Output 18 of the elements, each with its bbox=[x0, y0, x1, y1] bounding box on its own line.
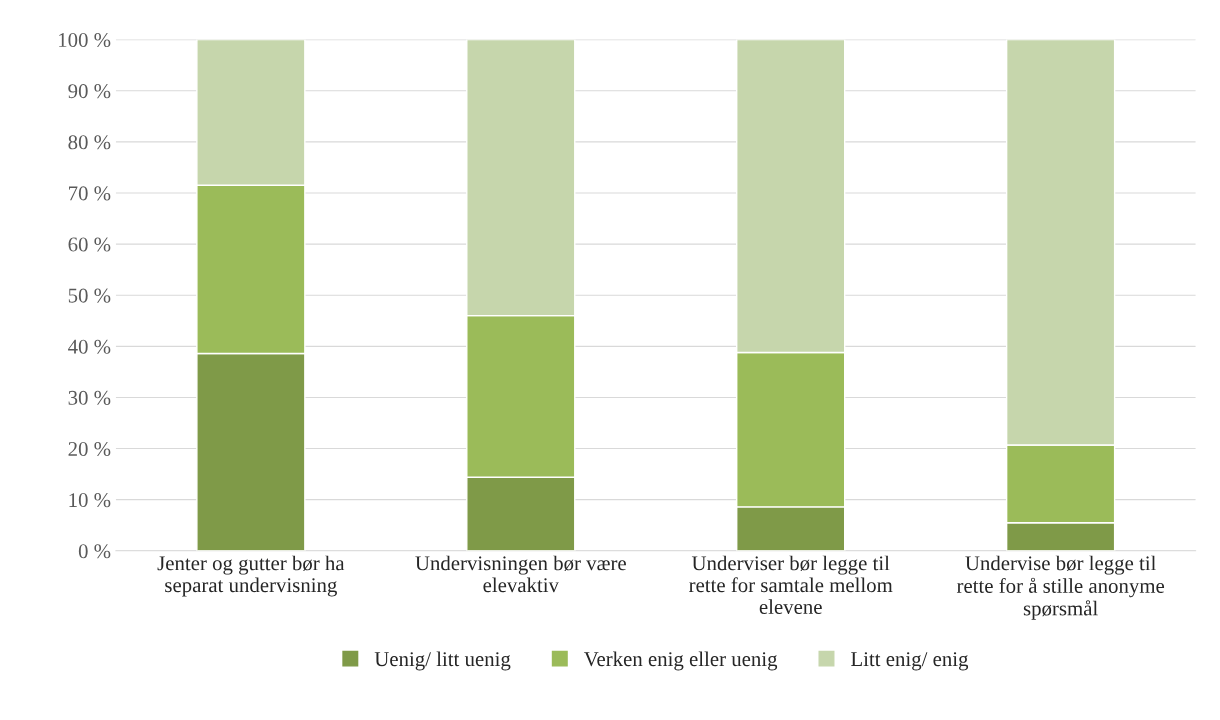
y-tick-label: 90 % bbox=[68, 84, 111, 99]
x-tick-label: Underviser bør legge til rette for samtale mellom elevene bbox=[689, 555, 893, 614]
x-tick-label: Jenter og gutter bør ha separat undervisning bbox=[157, 555, 345, 597]
legend-label: Verken enig eller uenig bbox=[583, 651, 778, 671]
y-tick-label: 20 % bbox=[68, 441, 111, 457]
y-tick-label: 0 % bbox=[78, 544, 111, 559]
y-tick-label: 50 % bbox=[68, 288, 111, 303]
x-tick-label: Undervise bør legge til rette for å stille anonyme spørsmål bbox=[956, 555, 1165, 620]
x-tick-label: Undervisningen bør være elevaktiv bbox=[415, 555, 626, 593]
y-tick-label: 40 % bbox=[68, 339, 111, 354]
y-tick-label: 30 % bbox=[68, 390, 111, 405]
y-tick-label: 10 % bbox=[69, 493, 111, 508]
legend-label: Litt enig/ enig bbox=[851, 652, 969, 671]
y-tick-label: 100 % bbox=[59, 32, 111, 48]
y-tick-label: 60 % bbox=[68, 237, 111, 252]
y-tick-label: 80 % bbox=[68, 135, 111, 150]
legend-label: Uenig/ litt uenig bbox=[374, 651, 511, 671]
y-tick-label: 70 % bbox=[69, 186, 111, 201]
